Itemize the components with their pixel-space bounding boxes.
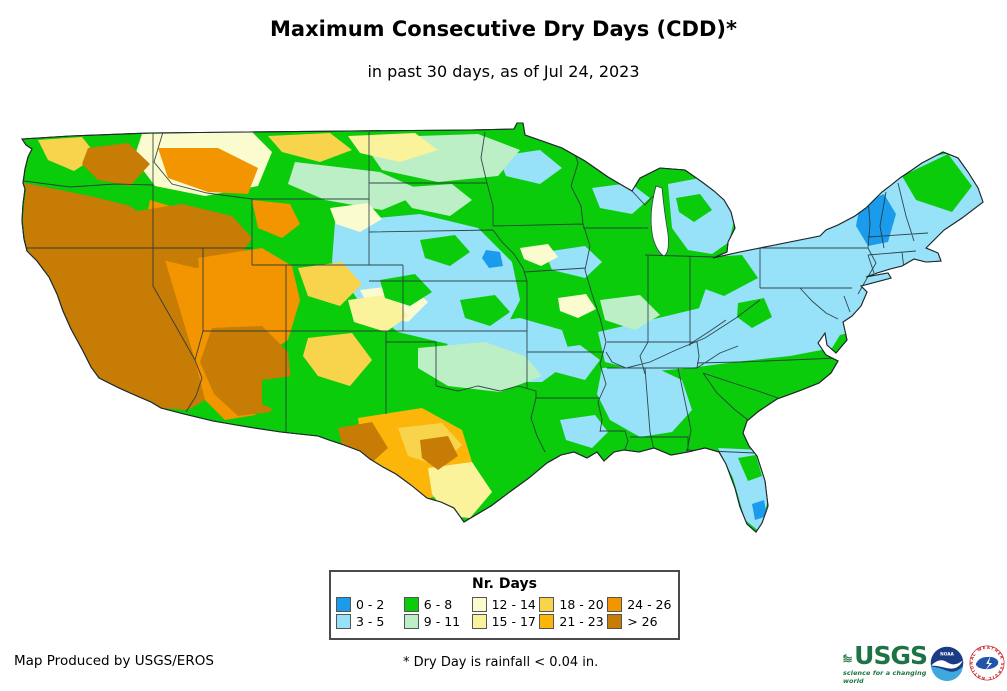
legend-swatch	[336, 597, 351, 612]
us-outline	[21, 122, 984, 533]
lake-michigan	[650, 185, 669, 257]
page-subtitle: in past 30 days, as of Jul 24, 2023	[367, 62, 640, 81]
legend-item: 0 - 2	[336, 596, 402, 613]
legend-swatch	[471, 614, 487, 629]
map-legend: Nr. Days 0 - 2 3 - 5 6 - 8 9 - 11 12 - 1…	[329, 570, 680, 640]
legend-swatch	[403, 614, 419, 629]
legend-grid: 0 - 2 3 - 5 6 - 8 9 - 11 12 - 14 15 - 17…	[336, 596, 673, 630]
noaa-wordmark: NOAA	[940, 651, 954, 657]
legend-swatch	[471, 597, 487, 612]
legend-item: 3 - 5	[336, 613, 402, 630]
usgs-wave-icon	[843, 653, 852, 663]
legend-swatch	[336, 614, 351, 629]
legend-swatch	[403, 597, 419, 612]
dry-day-note: * Dry Day is rainfall < 0.04 in.	[403, 655, 599, 670]
nws-logo: NATIONAL WEATHER SERVICE	[969, 642, 1005, 681]
legend-swatch	[539, 597, 555, 612]
usgs-tagline: science for a changing world	[843, 669, 927, 685]
noaa-logo: NOAA	[930, 646, 964, 681]
produced-by-text: Map Produced by USGS/EROS	[14, 653, 214, 669]
legend-item: 6 - 8	[403, 596, 470, 613]
legend-swatch	[607, 597, 623, 612]
legend-item: 18 - 20	[539, 596, 605, 613]
state-borders	[23, 131, 929, 454]
legend-item: 15 - 17	[471, 613, 538, 630]
legend-item: 9 - 11	[403, 613, 470, 630]
legend-item: > 26	[607, 613, 673, 630]
legend-swatch	[607, 614, 623, 629]
legend-item: 24 - 26	[607, 596, 673, 613]
usgs-logo: USGS science for a changing world	[843, 641, 928, 686]
dry-days-regions	[23, 131, 983, 532]
legend-title: Nr. Days	[472, 576, 537, 592]
legend-item: 21 - 23	[539, 613, 605, 630]
page-title: Maximum Consecutive Dry Days (CDD)*	[270, 17, 737, 41]
legend-swatch	[539, 614, 555, 629]
legend-item: 12 - 14	[471, 596, 538, 613]
usgs-wordmark: USGS	[854, 641, 928, 670]
agency-logos: USGS science for a changing world NOAA N…	[843, 638, 1005, 688]
